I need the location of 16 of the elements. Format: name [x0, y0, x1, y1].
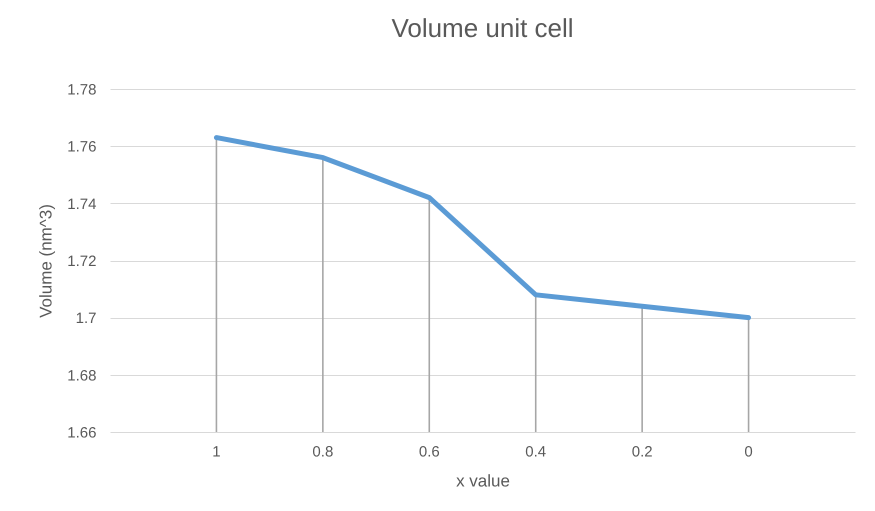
x-tick-label: 0.6 [418, 444, 440, 460]
x-tick-label: 0.8 [312, 444, 334, 460]
x-tick-label: 0.2 [632, 444, 653, 460]
y-tick-label: 1.74 [67, 196, 96, 213]
y-tick-label: 1.78 [67, 82, 96, 98]
x-tick-label: 0 [744, 444, 753, 460]
x-axis-title: x value [456, 472, 510, 490]
y-tick-label: 1.76 [67, 138, 96, 156]
y-axis-title: Volume (nm^3) [36, 204, 56, 318]
x-tick-label: 0.4 [525, 444, 546, 460]
x-tick-label: 1 [212, 444, 221, 460]
chart-title: Volume unit cell [391, 13, 574, 43]
y-tick-label: 1.66 [67, 424, 96, 442]
y-tick-label: 1.7 [76, 310, 96, 328]
y-tick-label: 1.68 [67, 367, 96, 384]
y-tick-label: 1.72 [67, 253, 96, 270]
